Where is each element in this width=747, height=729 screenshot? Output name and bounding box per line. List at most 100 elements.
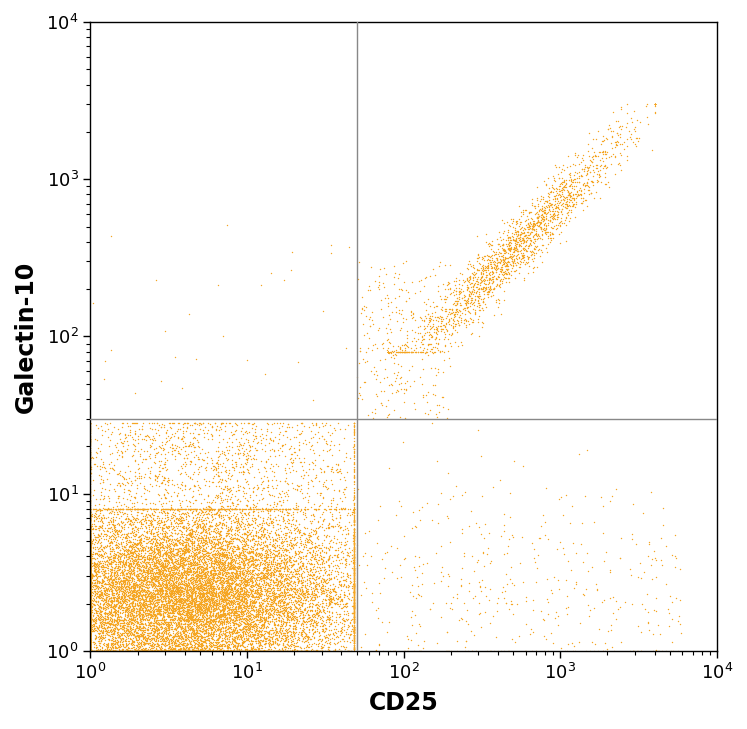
Point xyxy=(95,632,107,644)
Point xyxy=(275,605,287,617)
Point xyxy=(84,566,96,578)
Point xyxy=(137,561,149,572)
Point xyxy=(123,581,134,593)
Point xyxy=(85,564,97,575)
Point xyxy=(165,642,177,654)
Point xyxy=(348,556,360,568)
Point xyxy=(348,634,360,646)
Point xyxy=(84,526,96,538)
Point xyxy=(214,503,226,515)
Point xyxy=(158,631,170,642)
Point xyxy=(84,634,96,645)
Point xyxy=(134,601,146,613)
Point xyxy=(378,262,390,274)
Point xyxy=(211,556,223,568)
Point xyxy=(123,600,135,612)
Point xyxy=(388,346,400,357)
Point xyxy=(84,599,96,611)
Point xyxy=(207,583,219,595)
Point xyxy=(110,562,122,574)
Point xyxy=(84,645,96,657)
Point xyxy=(132,503,144,515)
Point xyxy=(189,515,201,526)
Point xyxy=(139,587,151,599)
Point xyxy=(191,574,203,586)
Point xyxy=(223,566,235,578)
Point xyxy=(589,187,601,198)
Point xyxy=(467,303,479,314)
Point xyxy=(116,614,128,625)
Point xyxy=(324,503,336,515)
Point xyxy=(305,588,317,600)
Point xyxy=(84,514,96,526)
Point xyxy=(117,568,129,580)
Point xyxy=(186,438,198,450)
Point xyxy=(235,577,247,588)
Point xyxy=(168,549,180,561)
Point xyxy=(339,589,351,601)
Point xyxy=(379,292,391,304)
Point xyxy=(201,587,213,599)
Point xyxy=(163,582,175,593)
Point xyxy=(257,503,269,515)
Point xyxy=(348,491,360,503)
Point xyxy=(163,599,175,610)
Point xyxy=(114,551,126,563)
Point xyxy=(84,618,96,630)
Point xyxy=(193,540,205,552)
Point xyxy=(91,504,103,515)
Point xyxy=(152,604,164,615)
Point xyxy=(130,609,142,621)
Point xyxy=(140,558,152,569)
Point xyxy=(119,445,131,457)
Point xyxy=(207,464,219,475)
Point xyxy=(164,539,176,551)
Point xyxy=(214,617,226,629)
Point xyxy=(449,308,461,320)
Point xyxy=(192,569,204,580)
Point xyxy=(323,613,335,625)
Point xyxy=(216,645,228,657)
Point xyxy=(249,645,261,657)
Point xyxy=(273,569,285,580)
Point xyxy=(84,537,96,548)
Point xyxy=(193,615,205,627)
Point xyxy=(95,551,107,563)
Point xyxy=(88,594,100,606)
Point xyxy=(201,573,213,585)
Point xyxy=(127,561,139,573)
Point xyxy=(160,613,172,625)
Point xyxy=(140,642,152,654)
Point xyxy=(140,571,152,582)
Point xyxy=(192,535,204,547)
Point xyxy=(149,472,161,484)
Point xyxy=(221,630,233,642)
Point xyxy=(192,428,204,440)
Point xyxy=(134,544,146,555)
Point xyxy=(216,550,228,561)
Point xyxy=(181,624,193,636)
Point xyxy=(174,503,186,515)
Point xyxy=(193,588,205,600)
Point xyxy=(163,620,175,632)
Point xyxy=(231,592,243,604)
Point xyxy=(167,552,179,564)
Point xyxy=(84,547,96,558)
Point xyxy=(375,386,387,397)
Point xyxy=(129,454,141,466)
Point xyxy=(210,518,222,529)
Point xyxy=(193,598,205,609)
Point xyxy=(216,645,228,657)
Point xyxy=(205,601,217,613)
Point xyxy=(125,608,137,620)
Point xyxy=(117,503,128,515)
Point xyxy=(166,507,178,519)
Point xyxy=(84,598,96,609)
Point xyxy=(348,596,360,608)
Point xyxy=(295,593,307,605)
Point xyxy=(499,260,511,271)
Point xyxy=(89,542,101,553)
Point xyxy=(185,536,197,547)
Point xyxy=(130,626,142,638)
Point xyxy=(205,585,217,597)
